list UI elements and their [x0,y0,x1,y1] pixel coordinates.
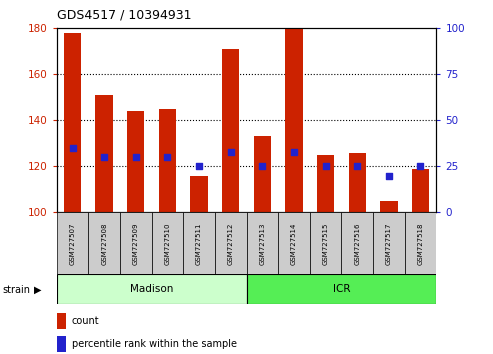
Bar [190,176,208,212]
Point [132,154,140,160]
Text: GSM727515: GSM727515 [322,222,329,264]
Text: GSM727517: GSM727517 [386,222,392,265]
Bar [64,33,81,212]
Bar [380,201,397,212]
Text: GSM727518: GSM727518 [418,222,423,265]
Point [195,164,203,169]
Text: GDS4517 / 10394931: GDS4517 / 10394931 [57,9,191,22]
Bar [349,153,366,212]
Bar [120,212,152,274]
Text: GSM727508: GSM727508 [101,222,107,265]
Text: GSM727507: GSM727507 [70,222,75,265]
Bar [285,28,303,212]
Point [100,154,108,160]
Point [227,149,235,154]
Bar [278,212,310,274]
Point [164,154,172,160]
Bar [246,212,278,274]
Bar [412,169,429,212]
Text: strain: strain [2,285,31,295]
Bar [317,155,334,212]
Text: GSM727510: GSM727510 [164,222,171,265]
Text: count: count [72,316,100,326]
Bar [159,109,176,212]
Point [69,145,76,151]
Text: GSM727509: GSM727509 [133,222,139,265]
Bar [127,111,144,212]
Bar [183,212,215,274]
Text: Madison: Madison [130,284,173,295]
Point [290,149,298,154]
Text: GSM727513: GSM727513 [259,222,265,265]
Bar [373,212,405,274]
Text: percentile rank within the sample: percentile rank within the sample [72,339,237,349]
Bar [57,336,66,352]
Bar [253,136,271,212]
Bar [57,274,246,304]
Bar [215,212,246,274]
Bar [405,212,436,274]
Point [353,164,361,169]
Bar [96,95,113,212]
Text: GSM727514: GSM727514 [291,222,297,264]
Bar [57,313,66,329]
Point [321,164,329,169]
Bar [341,212,373,274]
Point [258,164,266,169]
Text: GSM727511: GSM727511 [196,222,202,265]
Bar [222,49,240,212]
Bar [310,212,341,274]
Text: ICR: ICR [333,284,350,295]
Point [417,164,424,169]
Text: GSM727512: GSM727512 [228,222,234,264]
Bar [88,212,120,274]
Bar [57,212,88,274]
Text: ▶: ▶ [34,285,41,295]
Bar [246,274,436,304]
Point [385,173,393,178]
Text: GSM727516: GSM727516 [354,222,360,265]
Bar [152,212,183,274]
